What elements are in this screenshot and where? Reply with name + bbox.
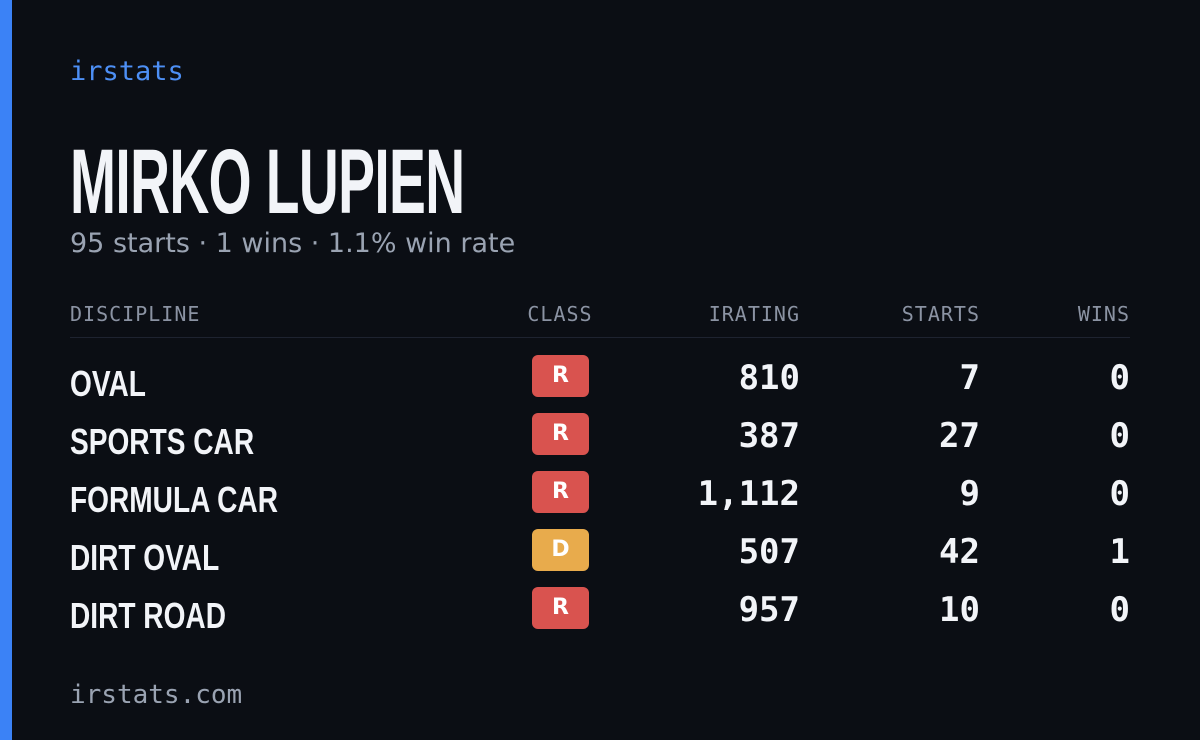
starts-value: 42	[939, 532, 980, 572]
column-header: STARTS	[901, 302, 980, 326]
discipline: DIRT OVAL	[70, 537, 220, 578]
starts-value: 9	[959, 474, 980, 514]
wins-value: 0	[1109, 590, 1130, 630]
starts-value: 27	[939, 416, 980, 456]
column-header: IRATING	[708, 302, 800, 326]
irating-value: 507	[738, 532, 800, 572]
header-rule	[70, 337, 1130, 338]
class-badge: R	[532, 355, 589, 397]
wins-value: 0	[1109, 358, 1130, 398]
brand: irstats	[70, 56, 184, 87]
class-badge: D	[532, 529, 589, 571]
class-badge: R	[532, 471, 589, 513]
starts-value: 10	[939, 590, 980, 630]
column-header: CLASS	[527, 302, 593, 326]
discipline: DIRT ROAD	[70, 595, 226, 636]
irating-value: 810	[738, 358, 800, 398]
class-badge: R	[532, 587, 589, 629]
driver-name: MIRKO LUPIEN	[70, 131, 465, 233]
starts-value: 7	[959, 358, 980, 398]
column-header: DISCIPLINE	[70, 302, 201, 326]
wins-value: 0	[1109, 416, 1130, 456]
irating-value: 387	[738, 416, 800, 456]
irating-value: 1,112	[697, 474, 800, 514]
irating-value: 957	[738, 590, 800, 630]
class-badge: R	[532, 413, 589, 455]
footer: irstats.com	[70, 680, 243, 710]
summary: 95 starts · 1 wins · 1.1% win rate	[70, 228, 516, 259]
discipline: FORMULA CAR	[70, 479, 278, 520]
discipline: OVAL	[70, 363, 146, 404]
discipline: SPORTS CAR	[70, 421, 255, 462]
accent-bar	[0, 0, 12, 740]
column-header: WINS	[1077, 302, 1130, 326]
wins-value: 0	[1109, 474, 1130, 514]
wins-value: 1	[1109, 532, 1130, 572]
